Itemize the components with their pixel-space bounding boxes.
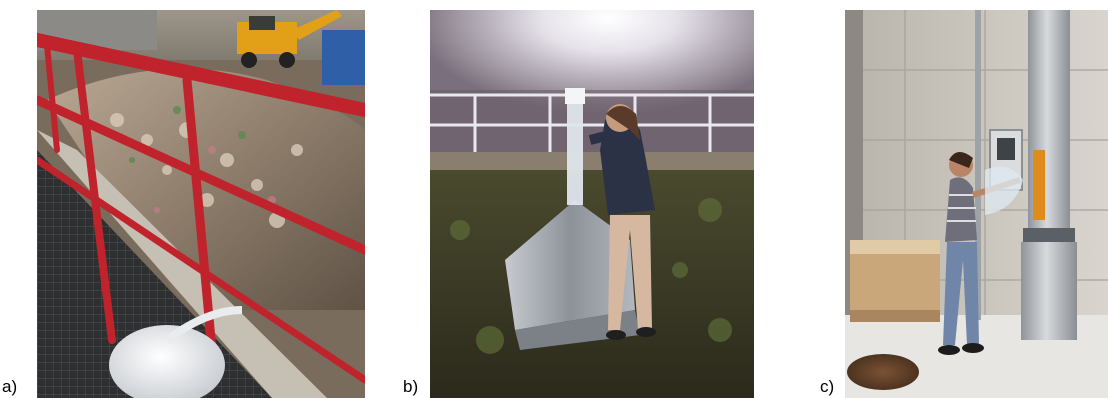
panel-label-a: a) bbox=[2, 377, 18, 396]
panel-label-b: b) bbox=[403, 377, 419, 396]
photo-sampler-on-pole bbox=[845, 10, 1108, 398]
photo-c-illustration bbox=[845, 10, 1108, 398]
photo-a-illustration bbox=[37, 10, 365, 398]
photo-b-illustration bbox=[430, 10, 754, 398]
panel-label-c: c) bbox=[820, 377, 835, 396]
photo-sampler-on-hopper bbox=[430, 10, 754, 398]
photo-waste-site-railing bbox=[37, 10, 365, 398]
